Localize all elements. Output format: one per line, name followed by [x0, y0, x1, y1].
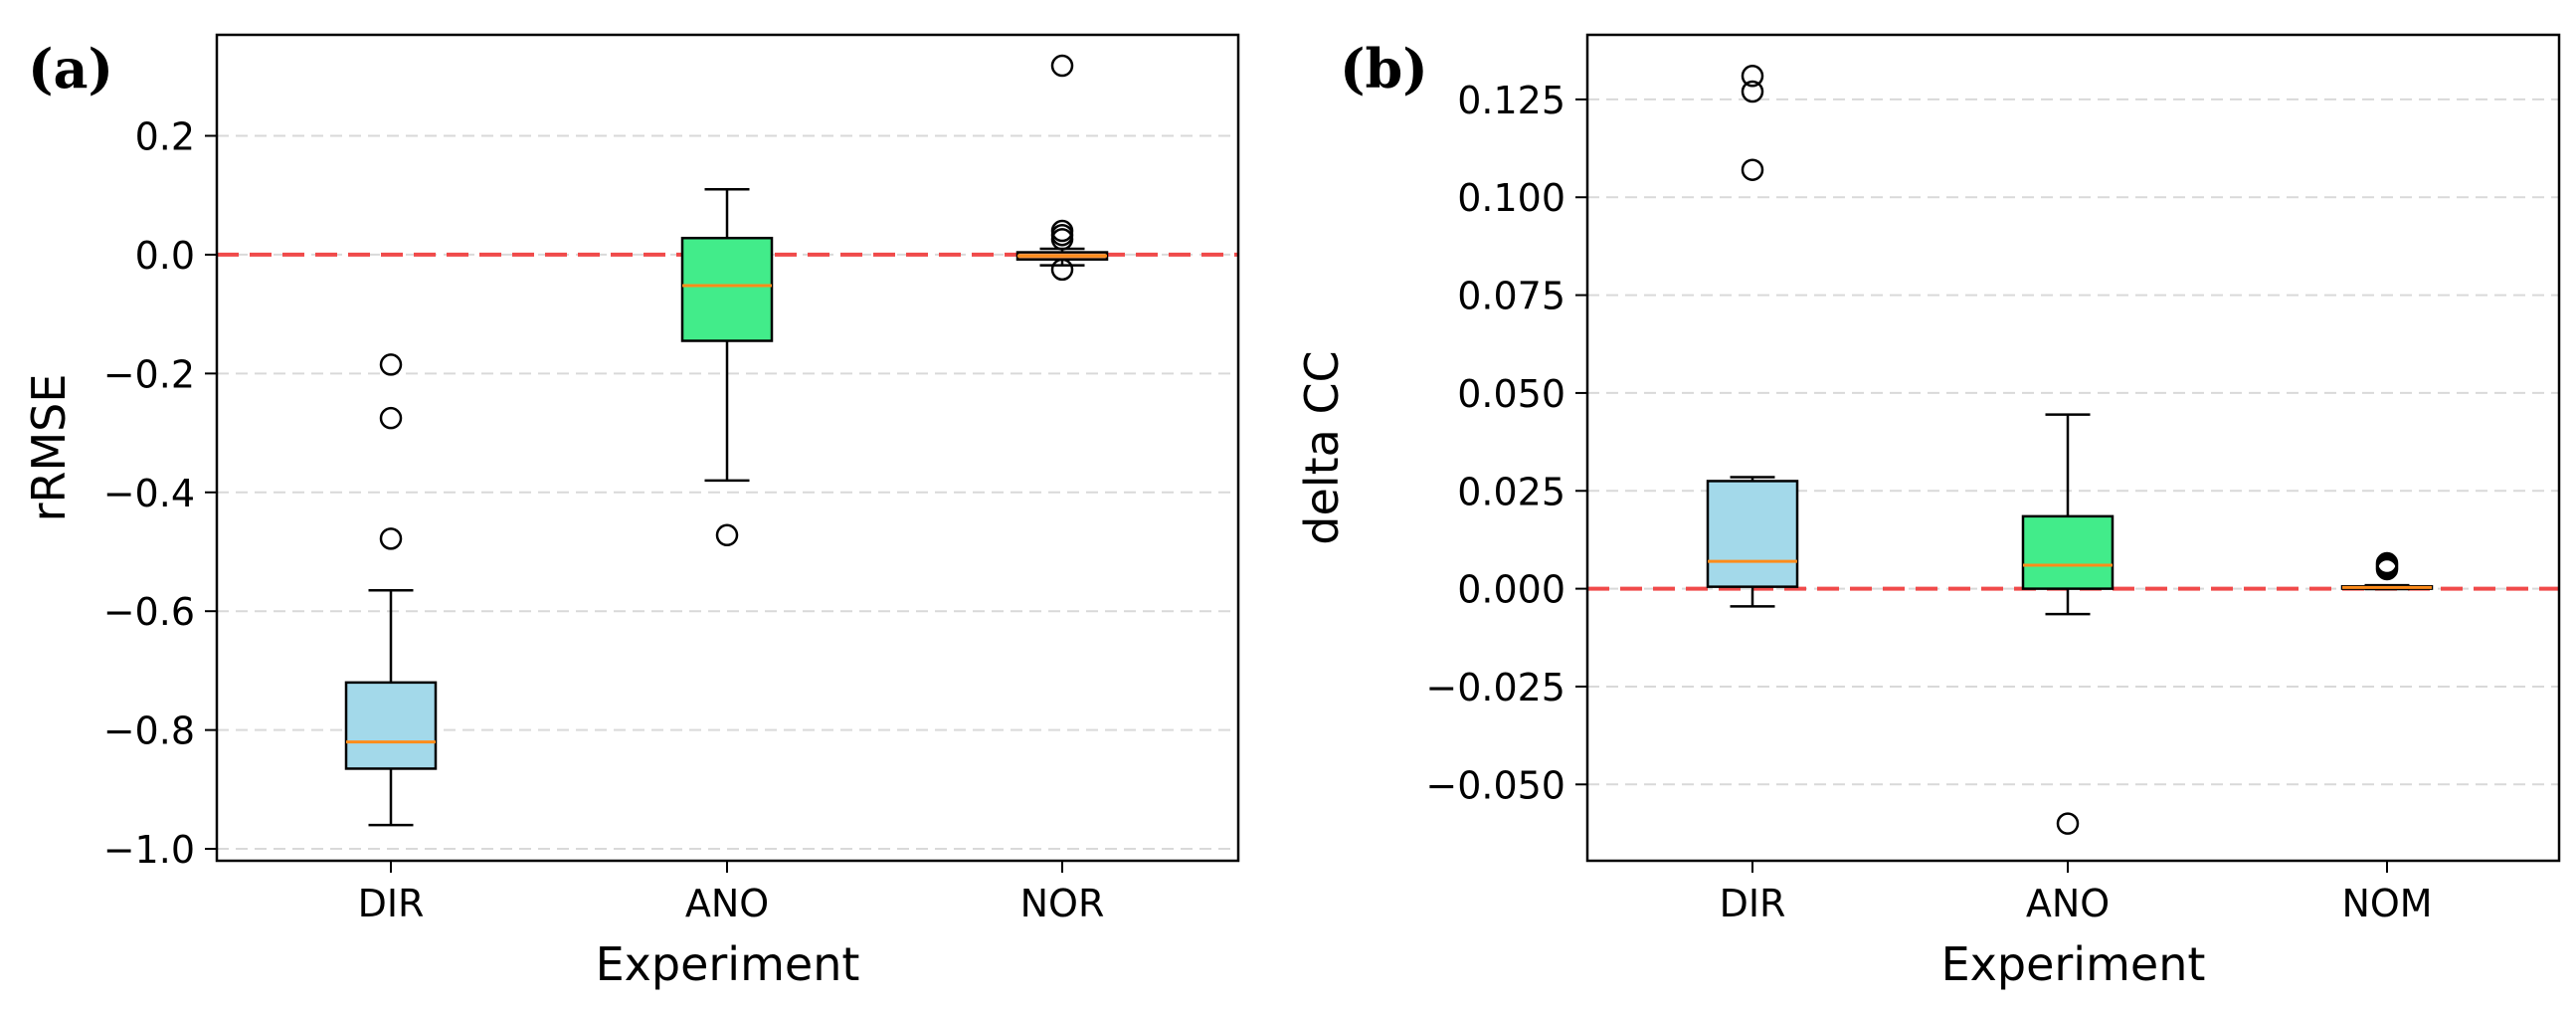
outlier-point	[715, 523, 739, 547]
outlier-point	[2375, 557, 2399, 581]
outlier-point	[1741, 80, 1764, 103]
y-tick-label: 0.100	[1457, 176, 1565, 220]
box-ano	[680, 236, 774, 342]
outlier-point	[379, 406, 403, 430]
y-tick-label: −0.2	[103, 352, 195, 396]
box-ano	[2021, 514, 2115, 590]
x-tick-label: NOR	[1020, 882, 1105, 925]
outlier-point	[1741, 158, 1764, 181]
outlier-point	[1741, 65, 1764, 88]
y-tick-label: −0.025	[1425, 666, 1565, 709]
outlier-point	[379, 527, 403, 550]
panel-label: (b)	[1340, 37, 1428, 101]
x-tick-label: ANO	[2026, 882, 2110, 925]
y-tick-label: −0.6	[103, 590, 195, 634]
y-axis-label: rRMSE	[22, 374, 76, 522]
outlier-point	[2056, 812, 2080, 835]
outlier-point	[1050, 54, 1074, 78]
outlier-point	[1050, 258, 1074, 282]
y-axis-label: delta CC	[1295, 350, 1349, 544]
panel-label: (a)	[28, 37, 113, 101]
axes-frame	[215, 33, 1240, 863]
y-tick-label: −1.0	[103, 828, 195, 872]
outlier-point	[379, 353, 403, 376]
y-tick-label: −0.4	[103, 472, 195, 515]
x-tick-label: DIR	[358, 882, 425, 925]
y-tick-label: −0.8	[103, 709, 195, 753]
y-tick-label: 0.025	[1457, 470, 1565, 513]
outlier-point	[1050, 228, 1074, 251]
x-axis-label: Experiment	[596, 937, 860, 991]
box-dir	[344, 681, 438, 770]
y-tick-label: 0.2	[135, 115, 195, 159]
axes-frame	[1585, 33, 2561, 863]
y-tick-label: 0.125	[1457, 79, 1565, 122]
y-tick-label: −0.050	[1425, 763, 1565, 807]
y-tick-label: 0.075	[1457, 275, 1565, 318]
x-axis-label: Experiment	[1941, 937, 2206, 991]
chart-panel-b: 0.125 0.100 0.075 0.050 0.025 0.000 −0.025 −0.0…	[1295, 33, 2561, 991]
y-tick-label: 0.050	[1457, 372, 1565, 416]
x-tick-label: ANO	[685, 882, 769, 925]
x-tick-label: NOM	[2341, 882, 2432, 925]
y-tick-label: 0.0	[135, 234, 195, 278]
x-tick-label: DIR	[1720, 882, 1786, 925]
chart-panel-a: 0.2 0.0 −0.2 −0.4 −0.6 −0.8 −1.0 DIR ANO NOR Exper…	[22, 33, 1240, 991]
box-dir	[1706, 480, 1799, 588]
y-tick-label: 0.000	[1457, 568, 1565, 612]
